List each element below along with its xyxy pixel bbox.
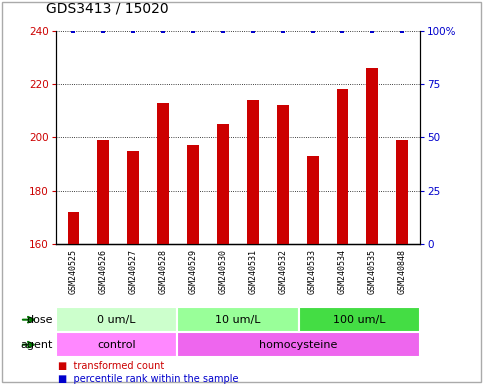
Point bbox=[70, 28, 77, 34]
Point bbox=[129, 28, 137, 34]
Text: GSM240530: GSM240530 bbox=[218, 250, 227, 295]
Bar bbox=[177, 307, 298, 332]
Bar bbox=[68, 212, 80, 384]
Text: ■  transformed count: ■ transformed count bbox=[58, 361, 164, 371]
Point bbox=[219, 28, 227, 34]
Bar bbox=[128, 151, 139, 384]
Bar bbox=[217, 124, 229, 384]
Text: GSM240527: GSM240527 bbox=[129, 250, 138, 295]
Text: 10 um/L: 10 um/L bbox=[215, 314, 261, 325]
Bar bbox=[277, 105, 289, 384]
Bar bbox=[56, 332, 177, 357]
Text: GSM240848: GSM240848 bbox=[398, 250, 407, 295]
Point bbox=[309, 28, 316, 34]
Point bbox=[159, 28, 167, 34]
Text: GSM240531: GSM240531 bbox=[248, 250, 257, 295]
Text: control: control bbox=[97, 339, 136, 350]
Point bbox=[398, 28, 406, 34]
Point bbox=[369, 28, 376, 34]
Bar bbox=[396, 140, 408, 384]
Text: GSM240534: GSM240534 bbox=[338, 250, 347, 295]
Bar bbox=[247, 100, 259, 384]
Point bbox=[99, 28, 107, 34]
Point bbox=[249, 28, 256, 34]
Text: homocysteine: homocysteine bbox=[259, 339, 338, 350]
Bar bbox=[307, 156, 319, 384]
Text: agent: agent bbox=[21, 339, 53, 350]
Text: GSM240528: GSM240528 bbox=[158, 250, 168, 295]
Text: GSM240529: GSM240529 bbox=[188, 250, 198, 295]
Text: GSM240533: GSM240533 bbox=[308, 250, 317, 295]
Text: GSM240526: GSM240526 bbox=[99, 250, 108, 295]
Bar bbox=[367, 68, 378, 384]
Bar bbox=[298, 307, 420, 332]
Point bbox=[189, 28, 197, 34]
Text: 0 um/L: 0 um/L bbox=[97, 314, 136, 325]
Text: 100 um/L: 100 um/L bbox=[333, 314, 386, 325]
Bar bbox=[157, 103, 169, 384]
Point bbox=[339, 28, 346, 34]
Text: GSM240535: GSM240535 bbox=[368, 250, 377, 295]
Point bbox=[279, 28, 286, 34]
Bar bbox=[337, 89, 348, 384]
Text: GSM240532: GSM240532 bbox=[278, 250, 287, 295]
Text: dose: dose bbox=[27, 314, 53, 325]
Bar bbox=[187, 145, 199, 384]
Bar bbox=[98, 140, 109, 384]
Bar bbox=[177, 332, 420, 357]
Bar bbox=[56, 307, 177, 332]
Text: GDS3413 / 15020: GDS3413 / 15020 bbox=[46, 2, 169, 15]
Text: ■  percentile rank within the sample: ■ percentile rank within the sample bbox=[58, 374, 239, 384]
Text: GSM240525: GSM240525 bbox=[69, 250, 78, 295]
